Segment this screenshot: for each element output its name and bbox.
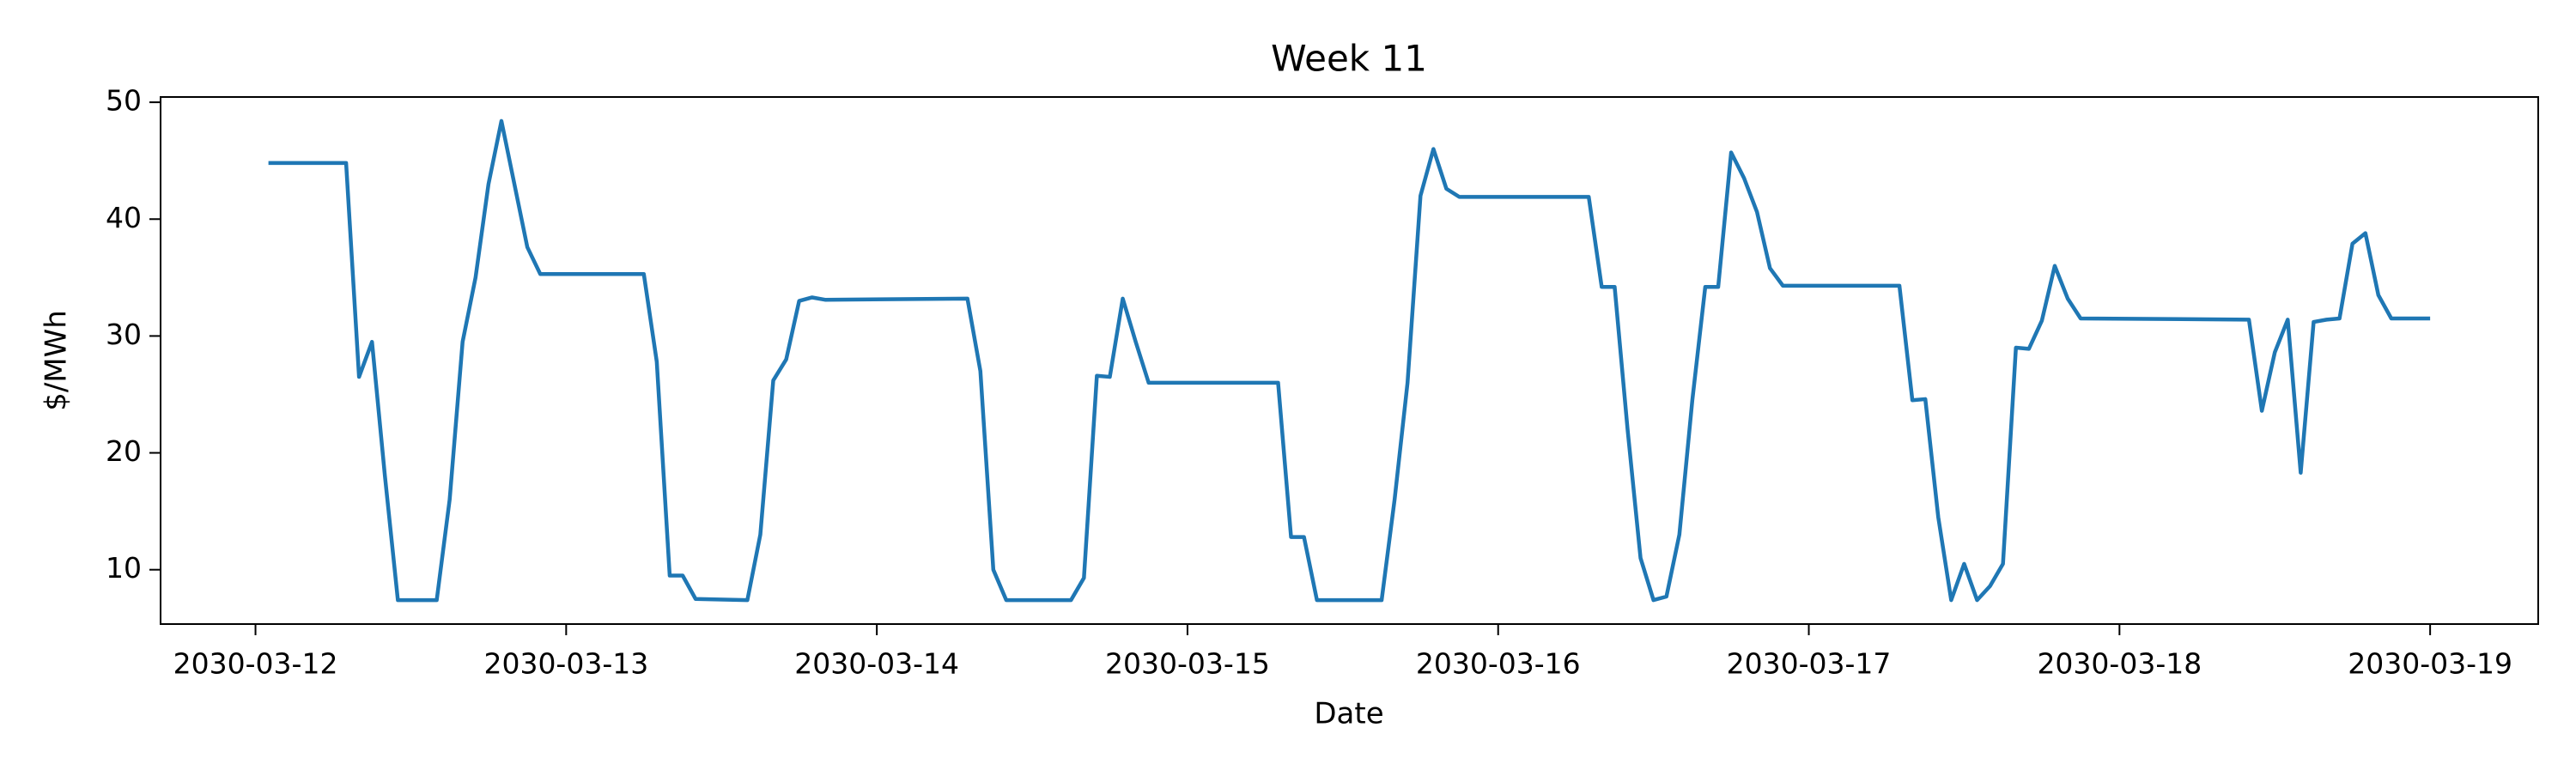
y-axis-label: $/MWh [39,310,74,411]
x-axis-label: Date [1314,697,1383,731]
y-tick-label: 10 [106,551,142,585]
x-tick-label: 2030-03-13 [483,647,648,681]
y-tick-label: 50 [106,84,142,118]
x-tick-label: 2030-03-15 [1105,647,1270,681]
x-tick-label: 2030-03-17 [1727,647,1892,681]
x-tick-label: 2030-03-14 [794,647,959,681]
chart-title: Week 11 [1271,38,1427,80]
y-tick-label: 20 [106,434,142,468]
axes-frame [160,96,2539,625]
y-tick-label: 30 [106,318,142,351]
data-line [268,118,2431,603]
x-tick-label: 2030-03-12 [173,647,338,681]
x-tick-label: 2030-03-19 [2348,647,2512,681]
y-tick-label: 40 [106,201,142,234]
plot-area [268,118,2431,603]
x-tick-label: 2030-03-16 [1416,647,1581,681]
x-tick-label: 2030-03-18 [2037,647,2202,681]
